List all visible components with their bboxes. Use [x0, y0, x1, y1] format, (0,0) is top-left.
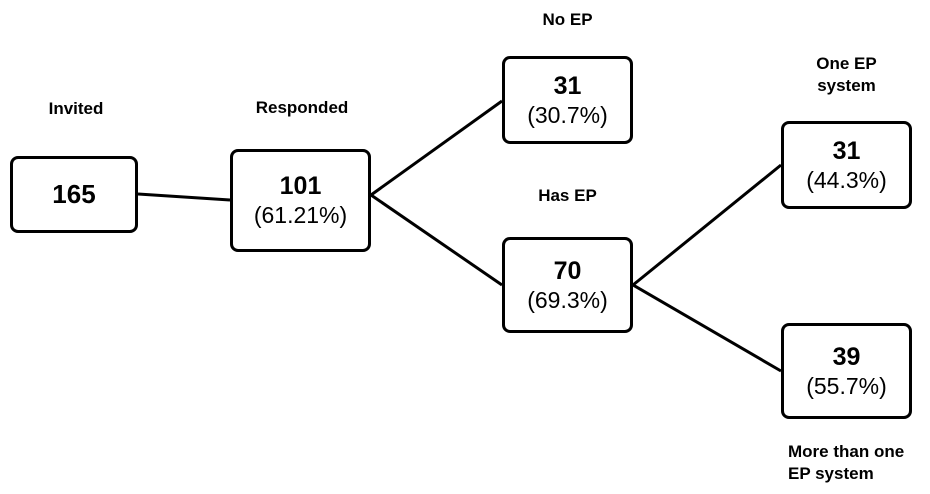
one-ep-system-count: 31: [832, 136, 861, 165]
more-than-one-ep-system-count: 39: [832, 342, 861, 371]
no-ep-box: 31 (30.7%): [502, 56, 633, 144]
responded-percent: (61.21%): [253, 202, 348, 228]
connector-responded-to-no-ep: [370, 99, 503, 197]
connector-has-ep-to-one-ep: [632, 163, 782, 287]
has-ep-label: Has EP: [538, 186, 597, 205]
has-ep-count: 70: [553, 256, 582, 285]
responded-label: Responded: [255, 98, 349, 117]
no-ep-percent: (30.7%): [527, 101, 608, 128]
invited-box: 165: [10, 156, 138, 233]
one-ep-system-label: One EP system: [816, 54, 877, 95]
responded-box: 101 (61.21%): [230, 149, 371, 252]
invited-count: 165: [52, 179, 96, 209]
no-ep-label: No EP: [542, 10, 593, 29]
more-than-one-ep-system-label: More than one EP system: [788, 442, 905, 483]
connector-has-ep-to-multi-ep: [632, 283, 782, 373]
has-ep-percent: (69.3%): [527, 286, 608, 313]
no-ep-count: 31: [553, 71, 582, 100]
one-ep-system-box: 31 (44.3%): [781, 121, 912, 209]
connector-responded-to-has-ep: [370, 193, 503, 287]
responded-count: 101: [279, 172, 322, 200]
invited-label: Invited: [48, 99, 104, 118]
has-ep-box: 70 (69.3%): [502, 237, 633, 333]
more-than-one-ep-system-box: 39 (55.7%): [781, 323, 912, 419]
connector-invited-to-responded: [137, 192, 231, 202]
more-than-one-ep-system-percent: (55.7%): [806, 372, 887, 399]
one-ep-system-percent: (44.3%): [806, 166, 887, 193]
